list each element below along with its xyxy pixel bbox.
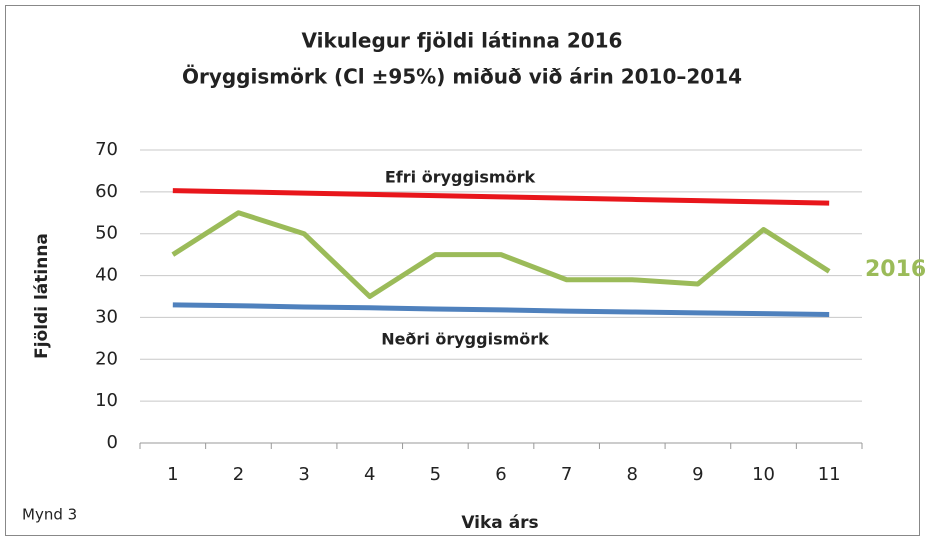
x-axis-label: Vika árs — [461, 513, 538, 533]
series-line — [172, 302, 830, 317]
chart-title: Vikulegur fjöldi látinna 2016 — [302, 29, 623, 53]
x-tick-label: 6 — [495, 464, 506, 485]
y-tick-label: 70 — [95, 139, 118, 160]
y-tick-label: 50 — [95, 223, 118, 244]
x-tick-label: 9 — [692, 464, 703, 485]
y-tick-label: 40 — [95, 265, 118, 286]
series-line — [171, 210, 831, 299]
x-tick-label: 10 — [752, 464, 775, 485]
x-tick-label: 7 — [561, 464, 572, 485]
x-tick-label: 5 — [430, 464, 441, 485]
x-tick-label: 8 — [627, 464, 638, 485]
series-label: Efri öryggismörk — [385, 168, 536, 187]
x-tick-label: 11 — [818, 464, 841, 485]
y-axis-label: Fjöldi látinna — [32, 233, 52, 359]
x-tick-label: 1 — [167, 464, 178, 485]
y-tick-label: 0 — [107, 432, 118, 453]
annotation: Mynd 3 — [22, 506, 77, 524]
y-tick-label: 10 — [95, 390, 118, 411]
x-tick-label: 3 — [298, 464, 309, 485]
x-tick-label: 4 — [364, 464, 375, 485]
y-tick-label: 60 — [95, 181, 118, 202]
y-tick-label: 20 — [95, 348, 118, 369]
series-line — [172, 188, 830, 206]
chart-subtitle: Öryggismörk (Cl ±95%) miðuð við árin 201… — [182, 65, 742, 89]
series-label: Neðri öryggismörk — [381, 330, 549, 349]
chart-frame — [5, 5, 920, 536]
x-tick-label: 2 — [233, 464, 244, 485]
series-label: 2016 — [865, 257, 925, 282]
y-tick-label: 30 — [95, 306, 118, 327]
